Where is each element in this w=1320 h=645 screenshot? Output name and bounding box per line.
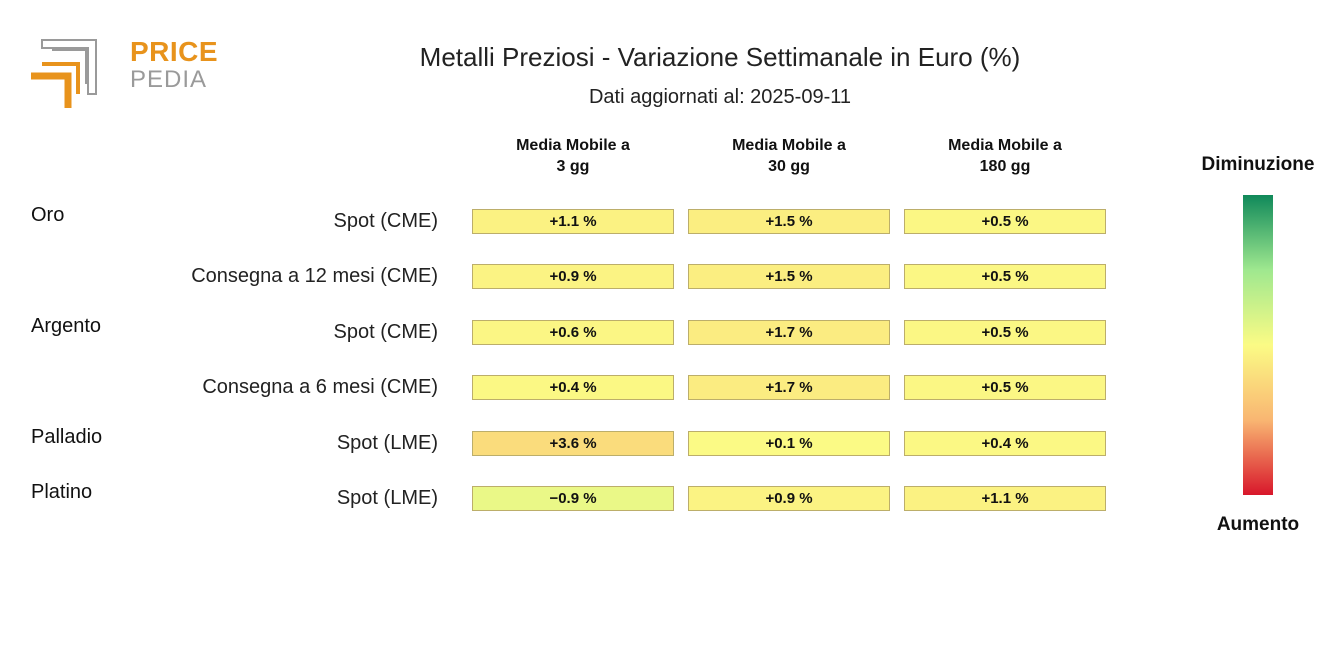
heatmap-cell: +0.5 % <box>904 375 1106 400</box>
heatmap-cell: +0.1 % <box>688 431 890 456</box>
heatmap-cell: +1.5 % <box>688 209 890 234</box>
column-header-line: 180 gg <box>979 158 1031 175</box>
heatmap-cell: +3.6 % <box>472 431 674 456</box>
metal-group-label: Oro <box>31 204 65 226</box>
heatmap-cell: +0.5 % <box>904 209 1106 234</box>
heatmap-cell: +1.5 % <box>688 264 890 289</box>
heatmap-cell: +0.4 % <box>904 431 1106 456</box>
row-label: Consegna a 12 mesi (CME) <box>191 265 438 287</box>
heatmap-cell: +0.4 % <box>472 375 674 400</box>
metal-group-label: Palladio <box>31 426 103 448</box>
column-header-line: 30 gg <box>768 158 810 175</box>
column-header-line: Media Mobile a <box>516 137 630 154</box>
metal-group-label: Argento <box>31 315 102 337</box>
pricepedia-logo-mark <box>31 39 97 108</box>
column-header: Media Mobile a 30 gg <box>688 135 890 177</box>
heatmap-cell: +1.1 % <box>472 209 674 234</box>
logo-text-pedia: PEDIA <box>130 66 208 93</box>
logo-text-price: PRICE <box>130 36 219 67</box>
heatmap-cell: −0.9 % <box>472 486 674 511</box>
heatmap-cell: +0.9 % <box>472 264 674 289</box>
heatmap-cell: +1.7 % <box>688 375 890 400</box>
row-label: Spot (CME) <box>333 210 438 232</box>
column-header: Media Mobile a 3 gg <box>472 135 674 177</box>
metal-group-label: Platino <box>31 481 93 503</box>
row-label: Spot (CME) <box>333 321 438 343</box>
pricepedia-logo: PRICE PEDIA <box>28 36 218 110</box>
heatmap-cell: +0.9 % <box>688 486 890 511</box>
color-scale-legend <box>1243 195 1273 495</box>
chart-subtitle: Dati aggiornati al: 2025-09-11 <box>588 86 852 108</box>
heatmap-cell: +0.6 % <box>472 320 674 345</box>
chart-title: Metalli Preziosi - Variazione Settimanal… <box>419 42 1021 72</box>
row-label: Spot (LME) <box>336 432 438 454</box>
heatmap-cell: +1.1 % <box>904 486 1106 511</box>
row-label: Consegna a 6 mesi (CME) <box>202 376 438 398</box>
column-header-line: Media Mobile a <box>732 137 846 154</box>
legend-label-increase: Aumento <box>1216 514 1300 535</box>
row-label: Spot (LME) <box>336 487 438 509</box>
heatmap-cell: +0.5 % <box>904 264 1106 289</box>
heatmap-cell: +1.7 % <box>688 320 890 345</box>
legend-label-decrease: Diminuzione <box>1201 154 1315 175</box>
column-header: Media Mobile a 180 gg <box>904 135 1106 177</box>
column-header-line: Media Mobile a <box>948 137 1062 154</box>
heatmap-cell: +0.5 % <box>904 320 1106 345</box>
column-header-line: 3 gg <box>556 158 590 175</box>
